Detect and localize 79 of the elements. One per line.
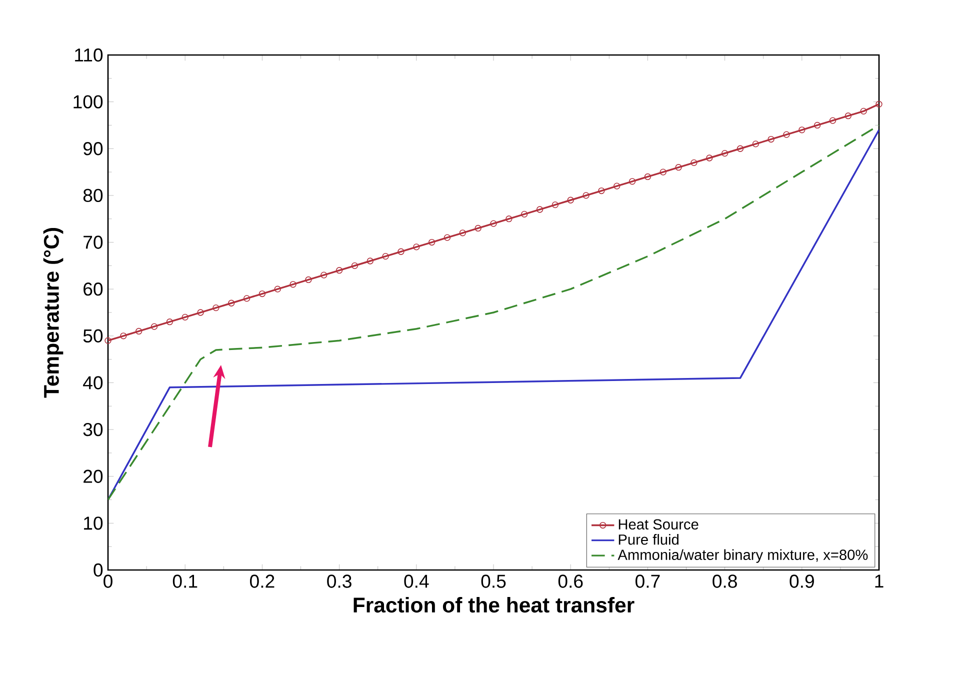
- point: [150, 323, 158, 330]
- point: [567, 196, 574, 204]
- x-tick-label: 0.3: [327, 574, 352, 588]
- point: [351, 262, 358, 269]
- point: [490, 220, 497, 227]
- legend-label: Heat Source: [618, 519, 698, 530]
- point: [736, 145, 744, 152]
- point: [258, 290, 266, 298]
- y-tick-label: 0: [94, 563, 103, 577]
- point: [721, 150, 728, 157]
- y-tick-label: 10: [84, 516, 103, 530]
- point: [814, 122, 821, 129]
- point: [876, 100, 882, 108]
- y-tick-label: 90: [83, 142, 103, 156]
- point: [290, 281, 296, 288]
- y-tick-label: 40: [83, 376, 103, 390]
- point: [136, 328, 142, 335]
- point: [320, 272, 328, 278]
- point: [366, 258, 374, 264]
- point: [459, 230, 466, 236]
- x-tick-label: 0.2: [250, 574, 274, 588]
- point: [552, 201, 559, 208]
- y-tick-label: 60: [84, 282, 103, 296]
- point: [506, 216, 512, 222]
- y-axis-title: Temperature (°C): [43, 228, 64, 398]
- point: [120, 332, 127, 340]
- point: [474, 224, 482, 232]
- y-tick-label: 30: [83, 422, 103, 436]
- point: [274, 286, 281, 292]
- point: [644, 173, 652, 180]
- point: [690, 159, 698, 166]
- point: [336, 267, 343, 274]
- point: [521, 210, 528, 218]
- point: [798, 126, 806, 134]
- point: [675, 164, 682, 171]
- point: [860, 108, 867, 114]
- point: [428, 238, 436, 246]
- y-tick-label: 50: [83, 329, 103, 342]
- point: [536, 206, 544, 213]
- point: [382, 252, 389, 260]
- point: [398, 248, 404, 255]
- x-axis-title: Fraction of the heat transfer: [354, 596, 634, 613]
- point: [243, 295, 250, 302]
- point: [768, 136, 774, 143]
- legend-label: Pure fluid: [618, 534, 678, 545]
- point: [212, 304, 220, 312]
- point: [228, 300, 235, 306]
- point: [413, 244, 420, 250]
- point: [614, 182, 620, 190]
- point: [197, 309, 204, 316]
- point: [104, 337, 112, 344]
- y-tick-label: 100: [74, 95, 103, 108]
- point: [829, 117, 836, 124]
- point: [444, 234, 451, 241]
- y-tick-label: 20: [84, 470, 103, 483]
- point: [706, 154, 713, 162]
- point: [660, 168, 666, 176]
- point: [182, 314, 188, 320]
- point: [305, 276, 312, 284]
- point: [844, 112, 852, 120]
- x-tick-label: 0.5: [481, 574, 506, 588]
- x-tick-label: 0.9: [790, 574, 814, 588]
- legend-label: Ammonia/water binary mixture, x=80%: [618, 549, 868, 563]
- point: [598, 187, 605, 194]
- x-tick-label: 0.7: [636, 574, 660, 588]
- point: [582, 192, 590, 199]
- point: [628, 178, 636, 185]
- y-tick-label: 110: [75, 48, 103, 62]
- y-tick-label: 70: [84, 236, 103, 249]
- x-tick-label: 1: [875, 574, 884, 588]
- x-tick-label: 0.8: [712, 574, 737, 588]
- point: [783, 131, 790, 138]
- x-tick-label: 0: [104, 574, 112, 588]
- x-tick-label: 0.6: [558, 574, 583, 588]
- point: [166, 318, 174, 326]
- point: [752, 140, 759, 148]
- y-tick-label: 80: [83, 188, 103, 202]
- x-tick-label: 0.1: [172, 574, 198, 588]
- x-tick-label: 0.4: [404, 574, 429, 588]
